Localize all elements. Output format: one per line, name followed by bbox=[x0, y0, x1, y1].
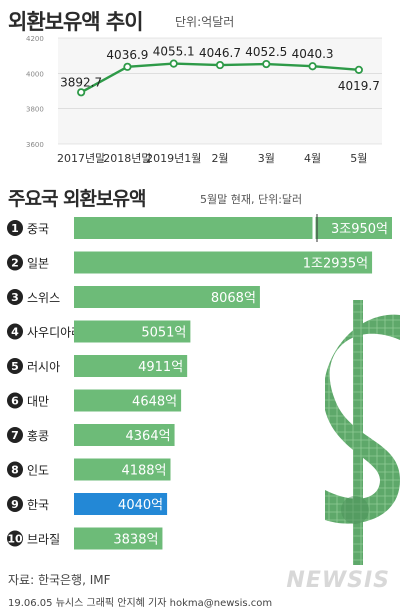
rank-number: 2 bbox=[11, 257, 19, 270]
x-tick-label: 2018년말 bbox=[103, 152, 151, 165]
y-tick-label: 4000 bbox=[26, 70, 44, 78]
rank-number: 1 bbox=[11, 222, 19, 235]
value-label: 5051억 bbox=[141, 326, 186, 341]
value-label: 4188억 bbox=[121, 464, 166, 479]
rank-badge bbox=[7, 254, 23, 271]
value-label: 4911억 bbox=[138, 360, 183, 375]
data-label: 4052.5 bbox=[245, 45, 287, 59]
value-label: 3838억 bbox=[113, 533, 158, 548]
rank-badge bbox=[7, 323, 23, 340]
data-point bbox=[308, 62, 317, 71]
country-label: 일본 bbox=[27, 257, 49, 271]
country-label: 스위스 bbox=[27, 291, 60, 305]
data-label: 4055.1 bbox=[153, 45, 195, 59]
x-tick-label: 5월 bbox=[350, 152, 367, 165]
country-label: 브라질 bbox=[27, 533, 60, 547]
bar-chart-title: 주요국 외환보유액 bbox=[8, 188, 146, 210]
x-tick-label: 3월 bbox=[258, 152, 275, 165]
rank-badge bbox=[7, 220, 23, 236]
bar bbox=[74, 527, 163, 550]
data-point bbox=[123, 62, 132, 71]
data-label: 4046.7 bbox=[199, 46, 241, 60]
rank-number: 10 bbox=[7, 533, 23, 546]
dollar-sign-image bbox=[325, 300, 400, 565]
rank-badge bbox=[7, 496, 23, 512]
rank-badge bbox=[7, 289, 23, 305]
rank-number: 8 bbox=[11, 464, 19, 477]
data-point bbox=[215, 60, 225, 70]
credit-line: 19.06.05 뉴시스 그래픽 안지혜 기자 hokma@newsis.com bbox=[8, 598, 273, 609]
x-tick-label: 2월 bbox=[211, 152, 228, 165]
rank-number: 5 bbox=[11, 360, 19, 373]
line-chart-title: 외환보유액 추이 bbox=[8, 10, 144, 34]
bar bbox=[74, 424, 175, 446]
rank-badge bbox=[7, 530, 23, 547]
newsis-logo: NEWSIS bbox=[286, 568, 390, 593]
value-label: 3조950억 bbox=[331, 222, 388, 237]
country-label: 인도 bbox=[27, 464, 49, 478]
bar bbox=[74, 389, 182, 412]
x-tick-label: 2017년말 bbox=[57, 152, 105, 165]
rank-number: 7 bbox=[11, 429, 19, 442]
bar-chart-unit: 5월말 현재, 단위:달러 bbox=[200, 193, 303, 206]
rank-badge bbox=[7, 427, 23, 443]
data-label: 4040.3 bbox=[292, 47, 334, 61]
country-label: 홍콩 bbox=[27, 429, 49, 443]
data-point bbox=[169, 59, 178, 68]
country-label: 대만 bbox=[27, 395, 49, 409]
data-point bbox=[262, 59, 271, 69]
y-tick-label: 3600 bbox=[26, 141, 44, 149]
x-tick-label: 4월 bbox=[304, 152, 321, 165]
bar bbox=[74, 251, 373, 274]
country-label: 한국 bbox=[27, 498, 49, 512]
value-label: 8068억 bbox=[211, 291, 256, 306]
source-note: 자료: 한국은행, IMF bbox=[8, 573, 111, 587]
data-point bbox=[77, 88, 86, 97]
bar bbox=[74, 320, 191, 343]
rank-number: 9 bbox=[11, 498, 19, 511]
plot-area bbox=[58, 38, 382, 144]
line-chart: 4200 4000 3800 3600 3892.7 2017년말 4036.9 2018년말… bbox=[26, 35, 382, 165]
bar bbox=[74, 286, 260, 308]
rank-number: 4 bbox=[11, 326, 19, 339]
rank-number: 3 bbox=[11, 291, 19, 304]
data-point bbox=[354, 65, 363, 74]
y-tick-label: 3800 bbox=[26, 106, 44, 114]
y-tick-label: 4200 bbox=[26, 35, 44, 43]
country-label: 러시아 bbox=[27, 360, 60, 374]
rank-badge bbox=[7, 461, 23, 478]
line-chart-unit: 단위:억달러 bbox=[175, 15, 235, 29]
bar bbox=[74, 355, 188, 377]
rank-number: 6 bbox=[11, 395, 19, 408]
data-label: 4036.9 bbox=[106, 48, 148, 62]
bar bbox=[74, 458, 171, 481]
value-label: 4364억 bbox=[126, 429, 171, 444]
rank-badge bbox=[7, 358, 23, 374]
rank-badge bbox=[7, 392, 23, 409]
value-label: 1조2935억 bbox=[303, 257, 368, 272]
data-label: 3892.7 bbox=[60, 75, 102, 89]
value-label: 4040억 bbox=[118, 498, 163, 513]
data-label: 4019.7 bbox=[338, 79, 380, 93]
value-label: 4648억 bbox=[132, 395, 177, 410]
x-tick-label: 2019년1월 bbox=[146, 152, 201, 165]
country-label: 중국 bbox=[27, 222, 49, 236]
bar bbox=[74, 493, 168, 515]
